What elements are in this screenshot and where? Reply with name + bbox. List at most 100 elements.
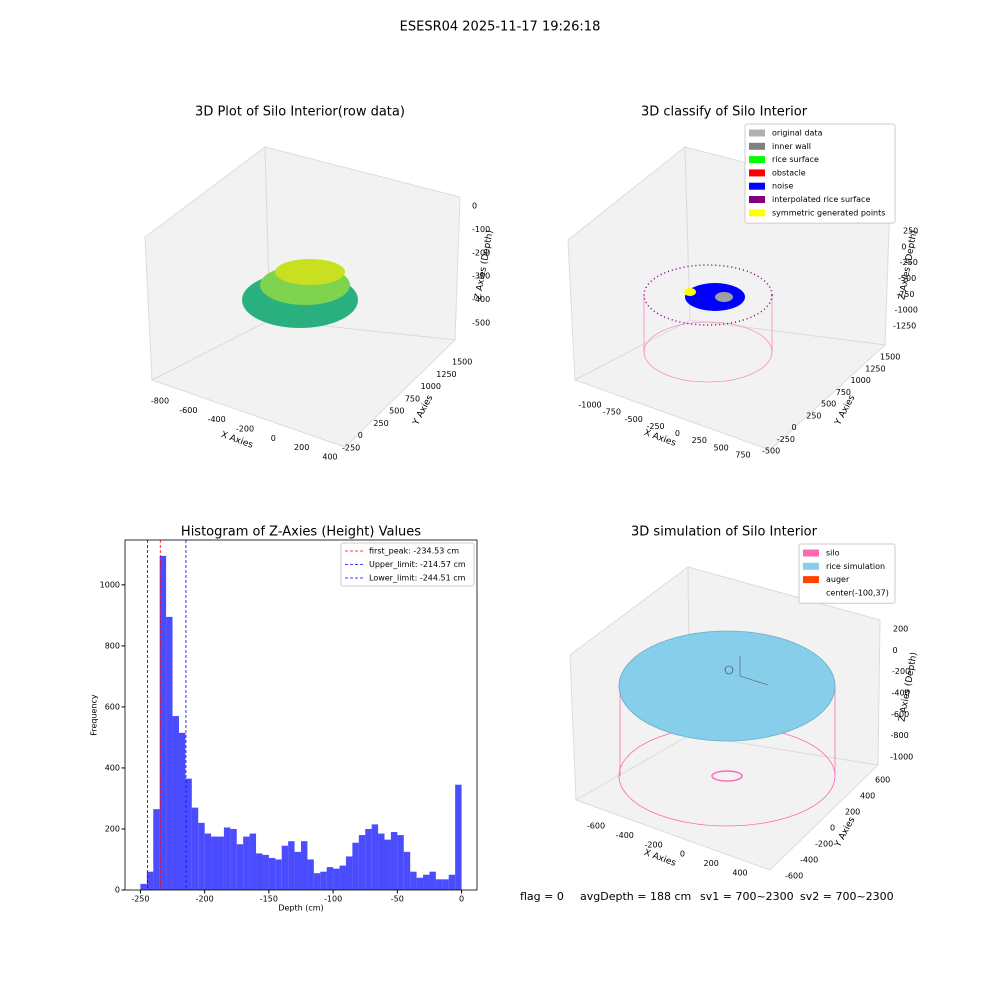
zticks-label: 250: [903, 227, 918, 236]
legend-label: silo: [826, 549, 840, 558]
bar: [326, 867, 334, 890]
bar: [378, 833, 385, 890]
bar: [230, 828, 237, 890]
z-axis-label: Z Axies (Depth): [897, 651, 919, 722]
xticks-label: -200: [645, 840, 663, 849]
bar: [397, 835, 404, 890]
plot3-panes: [569, 566, 881, 871]
bar: [159, 555, 167, 890]
legend-label: noise: [772, 182, 793, 191]
zticks-label: -1000: [895, 306, 918, 315]
bar: [365, 828, 372, 890]
yticks-label: -400: [800, 856, 818, 865]
bar: [410, 871, 417, 890]
legend-swatch: [749, 169, 765, 177]
legend-box: [798, 543, 896, 604]
xticks-label: 200: [294, 443, 309, 452]
legend-box: [744, 123, 896, 224]
yticks-label: 1500: [452, 358, 472, 367]
yticks-label: 750: [405, 394, 420, 403]
yticks-label: 400: [860, 792, 875, 801]
x-tick-label: -150: [260, 895, 278, 904]
bar: [429, 871, 436, 890]
bar: [275, 859, 282, 890]
bar: [307, 859, 314, 890]
bar: [301, 841, 308, 890]
bar: [294, 851, 301, 890]
plot-frame: [124, 539, 478, 891]
zticks-label: -300: [472, 272, 490, 281]
yticks-label: 0: [792, 423, 797, 432]
subplot-title: 3D Plot of Silo Interior(row data): [195, 105, 405, 120]
legend-label: inner wall: [772, 142, 811, 151]
zticks-label: -500: [898, 274, 916, 283]
y-tick-label: 1000: [100, 580, 120, 589]
legend-label: Upper_limit: -214.57 cm: [369, 560, 466, 569]
yticks-label: 500: [389, 407, 404, 416]
bar: [268, 857, 276, 890]
xticks-label: -750: [603, 408, 621, 417]
zticks-label: 0: [472, 202, 477, 211]
yticks-label: 500: [821, 400, 836, 409]
y-axis-label: Y Axies: [833, 393, 858, 428]
legend-swatch: [749, 156, 765, 164]
bar: [371, 824, 379, 890]
legend-swatch: [749, 209, 765, 217]
zticks-label: -500: [472, 319, 490, 328]
bar: [211, 836, 218, 890]
yticks-label: -250: [342, 444, 360, 453]
bar: [178, 732, 186, 890]
y-tick-label: 600: [105, 702, 120, 711]
bar: [262, 854, 269, 890]
plot1-panes: [144, 146, 461, 448]
legend-swatch: [749, 129, 765, 137]
zticks-label: -750: [896, 290, 914, 299]
zticks-label: -600: [891, 710, 909, 719]
footer-text: avgDepth = 188 cm: [580, 890, 691, 903]
legend-label: original data: [772, 129, 823, 138]
plot2-panes: [567, 145, 891, 451]
legend-swatch: [749, 142, 765, 150]
yticks-label: 1000: [421, 382, 441, 391]
yticks-label: 250: [806, 411, 821, 420]
figure-title: ESESR04 2025-11-17 19:26:18: [400, 20, 601, 35]
xticks-label: -600: [179, 406, 197, 415]
yticks-label: -500: [762, 447, 780, 456]
footer-text: flag = 0: [520, 890, 564, 903]
legend-box: [340, 542, 475, 587]
y-tick-label: 400: [105, 763, 120, 772]
yticks-label: 0: [358, 431, 363, 440]
legend-swatch: [749, 196, 765, 203]
yticks-label: 1500: [880, 353, 900, 362]
zticks-label: -1250: [893, 322, 916, 331]
legend-label: interpolated rice surface: [772, 195, 870, 204]
bar: [339, 865, 346, 890]
bar: [185, 778, 192, 890]
bar: [223, 827, 231, 890]
legend-label: first_peak: -234.53 cm: [369, 547, 459, 556]
x-axis-label: X Axies: [642, 848, 677, 869]
yticks-label: 600: [875, 776, 890, 785]
xticks-label: 400: [322, 453, 337, 462]
bar: [352, 842, 359, 890]
z-axis-label: Z Axies (Depth): [473, 229, 495, 300]
bar: [435, 879, 443, 890]
bar: [313, 873, 321, 890]
subplot-title: 3D classify of Silo Interior: [641, 105, 808, 120]
xticks-label: -1000: [578, 401, 601, 410]
legend-label: symmetric generated points: [772, 208, 885, 217]
yticks-label: 750: [836, 388, 851, 397]
bar: [281, 845, 289, 890]
x-tick-label: 0: [459, 895, 464, 904]
bar: [236, 844, 244, 890]
legend-swatch: [803, 562, 819, 570]
zticks-label: -200: [892, 667, 910, 676]
y-tick-label: 800: [105, 641, 120, 650]
subplot-title: Histogram of Z-Axies (Height) Values: [181, 525, 421, 540]
y-tick-label: 0: [115, 886, 120, 895]
bar: [191, 807, 199, 890]
footer-text: sv2 = 700~2300: [800, 890, 894, 903]
xticks-label: 0: [271, 434, 276, 443]
xticks-label: -250: [646, 422, 664, 431]
zticks-label: -400: [892, 689, 910, 698]
